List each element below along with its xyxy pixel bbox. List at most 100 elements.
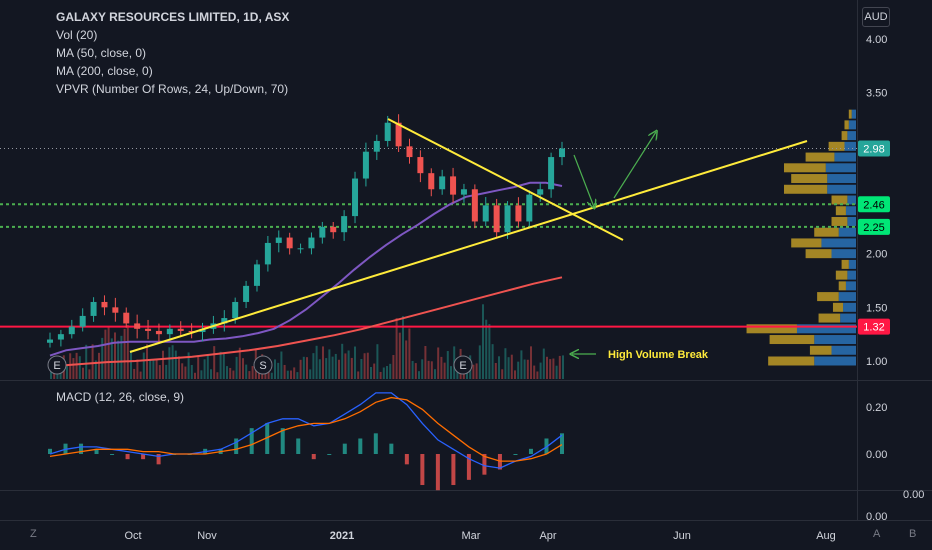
vpvr-bar-down: [791, 174, 828, 184]
currency-unit-button[interactable]: AUD: [862, 7, 890, 27]
volume-bar: [101, 337, 104, 379]
vpvr-bar-down: [791, 238, 822, 248]
volume-bar: [430, 361, 433, 379]
vpvr-bar-up: [814, 356, 856, 366]
settings-button[interactable]: B: [909, 528, 917, 540]
volume-bar: [395, 318, 398, 379]
event-marker: [453, 355, 473, 375]
volume-bar: [382, 367, 385, 379]
volume-bar: [536, 371, 539, 379]
zoom-button[interactable]: Z: [30, 528, 37, 540]
volume-bar: [114, 332, 116, 379]
volume-bar: [302, 356, 305, 379]
candle-body: [286, 237, 293, 249]
indicator-vpvr[interactable]: VPVR (Number Of Rows, 24, Up/Down, 70): [56, 82, 289, 96]
macd-histogram-bar: [528, 448, 533, 454]
price-levels: [0, 147, 857, 328]
candle-body: [297, 248, 304, 250]
volume-bar: [194, 372, 196, 379]
vpvr-bar-down: [814, 227, 839, 237]
macd-histogram-bar: [420, 454, 425, 486]
indicator-volume[interactable]: Vol (20): [56, 28, 98, 42]
vpvr-bar-down: [841, 259, 849, 269]
time-axis-label: Mar: [462, 530, 481, 542]
volume-bar: [174, 350, 177, 379]
macd-histogram-bar: [451, 454, 456, 486]
volume-bar: [139, 371, 142, 379]
volume-bar: [238, 347, 241, 379]
event-marker-label: E: [459, 360, 466, 372]
volume-bar: [331, 356, 334, 379]
volume-bar: [155, 359, 158, 379]
extra-axis-label: 0.00: [866, 511, 887, 523]
macd-axis-label: 0.20: [866, 402, 887, 414]
indicator-macd[interactable]: MACD (12, 26, close, 9): [56, 390, 185, 404]
candle-body: [264, 242, 271, 265]
volume-bar: [507, 357, 510, 379]
volume-bar: [158, 365, 161, 379]
macd-line: [49, 392, 563, 469]
volume-bar: [206, 355, 209, 379]
volume-bar: [232, 370, 235, 379]
volume-bar: [91, 344, 94, 379]
candle-body: [548, 157, 555, 190]
macd-histogram-bar: [249, 428, 254, 454]
volume-bar: [482, 304, 484, 379]
vpvr-bar-up: [796, 324, 856, 334]
volume-bar: [245, 364, 248, 379]
volume-bar: [299, 359, 302, 379]
volume-bar: [539, 362, 542, 379]
vpvr-bar-down: [784, 184, 828, 194]
macd-histogram-bar: [389, 443, 394, 454]
volume-bar: [187, 352, 190, 379]
volume-bar: [446, 351, 449, 379]
time-axis-label: Nov: [197, 530, 217, 542]
vpvr-bar-down: [841, 131, 848, 141]
volume-bar: [315, 345, 318, 379]
volume-bar: [171, 345, 174, 379]
volume-bar: [309, 369, 312, 379]
extra-axis-label: 0.00: [903, 489, 924, 501]
descending-trendline: [387, 118, 624, 241]
volume-bar: [363, 353, 366, 379]
time-axis-label: Apr: [539, 530, 556, 542]
volume-bar: [475, 363, 478, 379]
candle-body: [123, 312, 130, 324]
indicator-ma200[interactable]: MA (200, close, 0): [56, 64, 153, 78]
candle-body: [243, 285, 250, 302]
auto-scale-button[interactable]: A: [873, 528, 881, 540]
candle-body: [47, 339, 53, 343]
volume-bar: [542, 348, 545, 379]
indicator-ma50[interactable]: MA (50, close, 0): [56, 46, 147, 60]
volume-bar: [424, 345, 427, 379]
price-tag-box: [858, 140, 890, 157]
vpvr-bar-down: [809, 345, 832, 355]
macd-histogram-bar: [466, 454, 471, 480]
vpvr-bar-up: [847, 270, 856, 280]
volume-bar: [504, 348, 507, 379]
vpvr-bar-down: [838, 281, 846, 291]
volume-bar: [190, 364, 193, 379]
macd-histogram-bar: [358, 438, 363, 454]
vpvr-bar-up: [847, 131, 856, 141]
volume-bar: [184, 366, 187, 379]
volume-bar: [120, 335, 123, 379]
vpvr-bar-down: [844, 120, 849, 130]
macd-histogram-bar: [125, 454, 130, 460]
vpvr-bar-up: [844, 141, 856, 151]
candle-body: [232, 301, 239, 319]
candle-body: [537, 189, 544, 195]
volume-bar: [165, 364, 168, 379]
candle-body: [493, 205, 500, 233]
volume-bar: [485, 319, 488, 379]
volume-bar: [110, 338, 113, 379]
vpvr-profile: [746, 109, 856, 366]
event-marker: [47, 355, 67, 375]
volume-bar: [402, 316, 404, 379]
volume-bar: [235, 356, 238, 379]
volume-bar: [136, 359, 139, 379]
volume-bar: [229, 367, 232, 379]
volume-bar: [85, 344, 88, 379]
volume-bar: [293, 367, 296, 379]
